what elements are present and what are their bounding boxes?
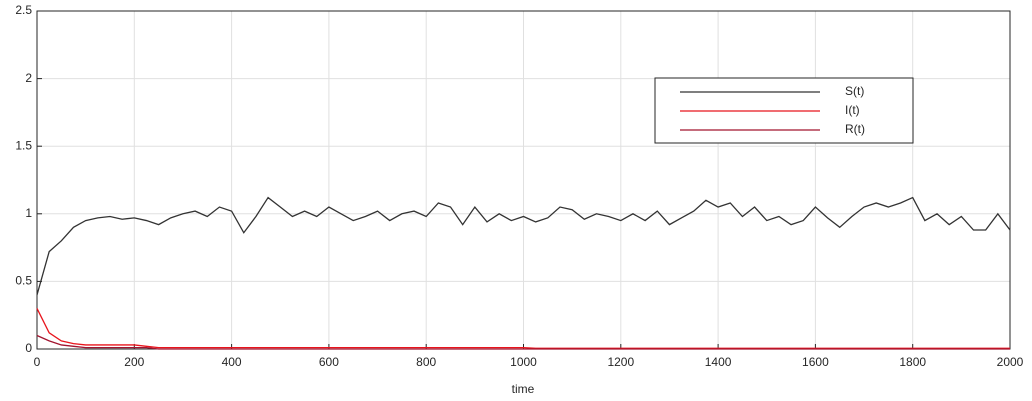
y-tick-label: 0 <box>25 341 32 355</box>
x-tick-label: 1800 <box>899 355 926 369</box>
x-tick-label: 1200 <box>607 355 634 369</box>
series-line <box>36 308 1010 349</box>
x-tick-label: 200 <box>124 355 144 369</box>
x-tick-label: 600 <box>319 355 339 369</box>
x-tick-label: 0 <box>34 355 41 369</box>
x-tick-label: 1000 <box>510 355 537 369</box>
y-tick-label: 0.5 <box>15 274 32 288</box>
x-axis-label: time <box>512 382 535 396</box>
x-tick-label: 800 <box>416 355 436 369</box>
y-tick-label: 1.5 <box>15 138 32 152</box>
y-tick-label: 2.5 <box>15 3 32 17</box>
legend-label: S(t) <box>845 84 864 98</box>
x-tick-label: 1600 <box>802 355 829 369</box>
y-tick-label: 1 <box>25 206 32 220</box>
x-tick-label: 2000 <box>997 355 1024 369</box>
legend-label: R(t) <box>845 122 865 136</box>
x-tick-label: 400 <box>222 355 242 369</box>
series-line <box>36 196 1011 296</box>
x-tick-label: 1400 <box>705 355 732 369</box>
legend-label: I(t) <box>845 103 860 117</box>
series-line <box>36 334 1010 350</box>
y-tick-label: 2 <box>25 71 32 85</box>
